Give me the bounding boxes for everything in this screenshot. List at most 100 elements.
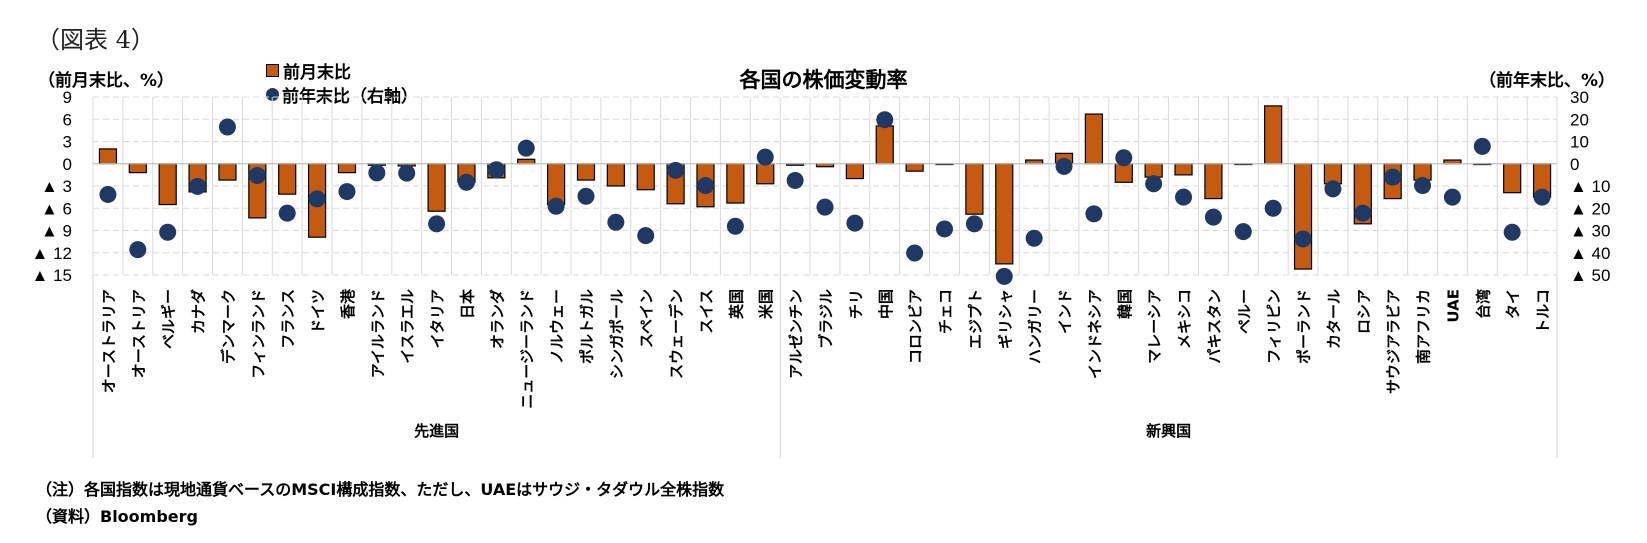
category-label: スイス bbox=[697, 289, 715, 334]
left-tick-label: 6 bbox=[63, 110, 72, 129]
dot bbox=[1264, 199, 1282, 217]
category-label: メキシコ bbox=[1176, 289, 1194, 349]
bar bbox=[1084, 113, 1104, 165]
dot bbox=[99, 185, 117, 203]
bar bbox=[905, 163, 924, 172]
legend-label-bar: 前月末比 bbox=[283, 62, 351, 83]
bar-swatch-icon bbox=[266, 63, 279, 77]
dot bbox=[129, 241, 147, 259]
dot bbox=[1204, 208, 1222, 226]
dot bbox=[726, 217, 744, 235]
category-label: カナダ bbox=[190, 289, 208, 334]
right-tick-label: 10 bbox=[1570, 133, 1589, 152]
category-label: ロシア bbox=[1355, 289, 1373, 334]
bar bbox=[576, 163, 596, 181]
dot bbox=[1025, 229, 1043, 247]
right-tick-label: ▲ 50 bbox=[1570, 266, 1610, 285]
dot bbox=[1443, 188, 1461, 206]
bar bbox=[995, 163, 1014, 265]
figure-label: （図表 4） bbox=[36, 26, 155, 54]
chart-note: （注）各国指数は現地通貨ベースのMSCI構成指数、ただし、UAEはサウジ・タダウ… bbox=[36, 480, 725, 499]
category-label: フィンランド bbox=[249, 289, 267, 379]
category-label: タイ bbox=[1504, 289, 1522, 319]
category-label: UAE bbox=[1444, 289, 1462, 323]
dot bbox=[1473, 137, 1491, 155]
left-tick-label: ▲ 9 bbox=[41, 222, 72, 241]
dot bbox=[906, 244, 924, 262]
dot bbox=[1294, 230, 1312, 248]
category-label: インドネシア bbox=[1086, 289, 1104, 379]
bar bbox=[337, 163, 357, 174]
category-label: 南アフリカ bbox=[1415, 289, 1433, 364]
dot bbox=[517, 139, 535, 157]
right-tick-label: ▲ 10 bbox=[1570, 177, 1610, 196]
right-axis-title: （前年末比、%） bbox=[1478, 71, 1615, 91]
bar bbox=[158, 163, 177, 206]
chart-source: （資料）Bloomberg bbox=[36, 507, 198, 526]
bar bbox=[726, 163, 745, 204]
dot bbox=[1503, 223, 1521, 241]
dot bbox=[398, 164, 416, 182]
dot bbox=[487, 161, 505, 179]
dot bbox=[816, 198, 834, 216]
dot bbox=[1533, 188, 1551, 206]
bar bbox=[1204, 163, 1223, 200]
category-label: カタール bbox=[1325, 289, 1343, 349]
dot bbox=[1175, 188, 1193, 206]
dot bbox=[1085, 205, 1103, 223]
left-tick-label: ▲ 3 bbox=[41, 177, 72, 196]
dot bbox=[1115, 149, 1133, 167]
dot bbox=[218, 118, 236, 136]
dot bbox=[667, 161, 685, 179]
dot bbox=[248, 167, 266, 185]
dot bbox=[159, 223, 177, 241]
category-label: スウェーデン bbox=[668, 289, 686, 379]
category-label: スペイン bbox=[638, 289, 656, 348]
chart-title: 各国の株価変動率 bbox=[739, 68, 908, 92]
right-tick-label: ▲ 20 bbox=[1570, 199, 1610, 218]
dot bbox=[696, 177, 714, 195]
category-label: エジプト bbox=[966, 289, 984, 349]
category-label: ハンガリー bbox=[1026, 289, 1044, 364]
legend-label-dot: 前年末比（右軸） bbox=[282, 86, 418, 107]
bar bbox=[845, 163, 864, 180]
category-label: 日本 bbox=[458, 289, 476, 319]
bar bbox=[1144, 163, 1163, 178]
bar bbox=[1503, 163, 1522, 194]
dot bbox=[1055, 157, 1073, 175]
category-label: シンガポール bbox=[608, 289, 626, 379]
group-label: 新興国 bbox=[1146, 422, 1191, 440]
bar bbox=[756, 163, 775, 185]
category-label: ポーランド bbox=[1295, 289, 1313, 364]
category-label: 香港 bbox=[339, 288, 357, 319]
dot bbox=[428, 215, 446, 233]
category-label: パキスタン bbox=[1205, 289, 1223, 364]
dot bbox=[189, 177, 207, 195]
category-label: オランダ bbox=[488, 289, 506, 349]
category-label: フランス bbox=[279, 289, 297, 349]
dot bbox=[1384, 168, 1402, 186]
dot bbox=[547, 197, 565, 215]
dot bbox=[1145, 175, 1163, 193]
category-label: ペルー bbox=[1235, 289, 1253, 334]
dot bbox=[756, 148, 774, 166]
category-label: ニュージーランド bbox=[518, 289, 536, 409]
dot bbox=[1324, 180, 1342, 198]
bar bbox=[218, 163, 237, 181]
category-label: イスラエル bbox=[399, 289, 417, 364]
left-tick-label: 0 bbox=[63, 155, 72, 174]
bar bbox=[1114, 163, 1133, 183]
category-label: コロンビア bbox=[907, 289, 925, 364]
left-tick-label: ▲ 15 bbox=[32, 266, 72, 285]
category-label: オーストリア bbox=[130, 289, 148, 378]
category-label: フィリピン bbox=[1265, 289, 1283, 364]
bar bbox=[1293, 163, 1313, 270]
category-label: マレーシア bbox=[1146, 289, 1164, 364]
legend: 前月末比 前年末比（右軸） bbox=[266, 58, 418, 107]
category-label: トルコ bbox=[1534, 289, 1552, 334]
dot bbox=[368, 164, 386, 182]
bar bbox=[517, 158, 536, 165]
left-tick-label: 3 bbox=[63, 133, 72, 152]
category-label: ギリシャ bbox=[996, 289, 1014, 349]
